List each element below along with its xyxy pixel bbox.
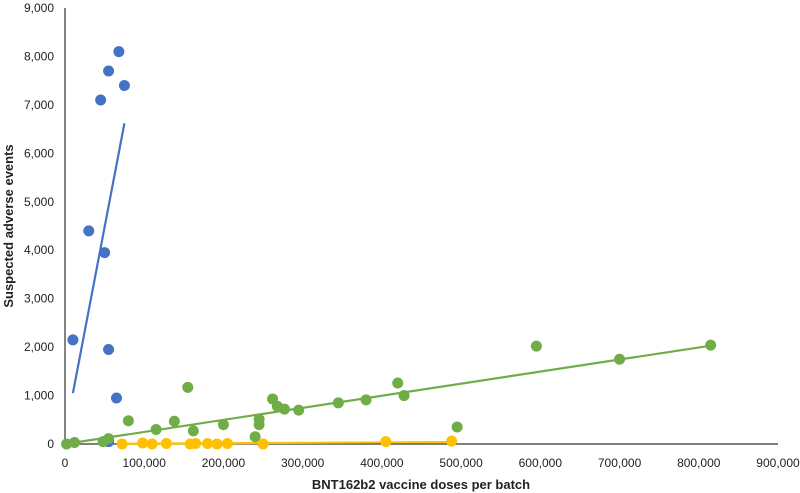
data-point-series-3 — [221, 438, 233, 450]
data-point-series-1 — [83, 225, 95, 237]
x-tick-label: 200,000 — [202, 456, 246, 470]
data-point-series-1 — [67, 334, 79, 346]
data-point-series-3 — [211, 438, 223, 450]
data-point-series-1 — [103, 344, 115, 356]
data-point-series-1 — [95, 94, 107, 106]
x-tick-label: 100,000 — [123, 456, 167, 470]
x-tick-labels: 0 100,000 200,000 300,000 400,000 500,000 600,… — [62, 456, 800, 470]
data-point-series-2 — [168, 415, 180, 427]
y-tick-label: 3,000 — [24, 292, 54, 306]
data-point-series-2 — [69, 437, 81, 449]
data-point-series-3 — [146, 438, 158, 450]
y-tick-label: 1,000 — [24, 389, 54, 403]
data-point-series-2 — [614, 353, 626, 365]
x-tick-label: 300,000 — [281, 456, 325, 470]
data-point-series-2 — [392, 377, 404, 389]
data-point-series-2 — [332, 397, 344, 409]
data-point-series-2 — [705, 339, 717, 351]
data-point-series-2 — [278, 403, 290, 415]
data-point-series-2 — [187, 425, 199, 437]
data-point-series-2 — [360, 394, 372, 406]
x-tick-label: 700,000 — [598, 456, 642, 470]
y-tick-label: 5,000 — [24, 195, 54, 209]
y-tick-label: 9,000 — [24, 1, 54, 15]
data-point-series-3 — [190, 438, 202, 450]
data-point-series-3 — [116, 438, 128, 450]
data-point-series-2 — [253, 413, 265, 425]
x-tick-label: 0 — [62, 456, 69, 470]
data-point-series-1 — [99, 247, 111, 259]
data-point-series-3 — [446, 435, 458, 447]
trendline-3 — [122, 440, 452, 445]
x-tick-label: 800,000 — [677, 456, 721, 470]
y-axis-title: Suspected adverse events — [1, 144, 16, 307]
data-point-series-1 — [110, 392, 122, 404]
y-tick-label: 2,000 — [24, 340, 54, 354]
data-point-series-2 — [249, 431, 261, 443]
y-tick-label: 7,000 — [24, 98, 54, 112]
data-point-series-1 — [118, 80, 130, 92]
data-point-series-2 — [398, 390, 410, 402]
x-axis-title: BNT162b2 vaccine doses per batch — [312, 477, 530, 492]
x-tick-label: 900,000 — [756, 456, 800, 470]
data-point-series-3 — [202, 438, 214, 450]
y-tick-label: 4,000 — [24, 243, 54, 257]
data-point-series-2 — [122, 415, 134, 427]
data-points — [61, 46, 717, 450]
data-point-series-2 — [182, 381, 194, 393]
data-point-series-2 — [150, 423, 162, 435]
data-point-series-1 — [103, 65, 115, 77]
y-tick-label: 8,000 — [24, 49, 54, 63]
trendlines — [64, 123, 711, 446]
data-point-series-1 — [113, 46, 125, 58]
data-point-series-2 — [103, 433, 115, 445]
y-tick-label: 6,000 — [24, 146, 54, 160]
data-point-series-3 — [160, 438, 172, 450]
y-tick-label: 0 — [47, 437, 54, 451]
data-point-series-3 — [137, 437, 149, 449]
data-point-series-2 — [217, 419, 229, 431]
data-point-series-3 — [380, 436, 392, 448]
trendline-1 — [71, 123, 126, 394]
y-tick-labels: 0 1,000 2,000 3,000 4,000 5,000 6,000 7,000 8,00… — [24, 1, 54, 451]
data-point-series-2 — [530, 340, 542, 352]
x-tick-label: 600,000 — [519, 456, 563, 470]
data-point-series-2 — [293, 404, 305, 416]
data-point-series-3 — [257, 438, 269, 450]
x-tick-label: 400,000 — [360, 456, 404, 470]
data-point-series-2 — [451, 421, 463, 433]
x-tick-label: 500,000 — [439, 456, 483, 470]
axes — [64, 8, 778, 445]
trendline-2 — [64, 344, 711, 446]
